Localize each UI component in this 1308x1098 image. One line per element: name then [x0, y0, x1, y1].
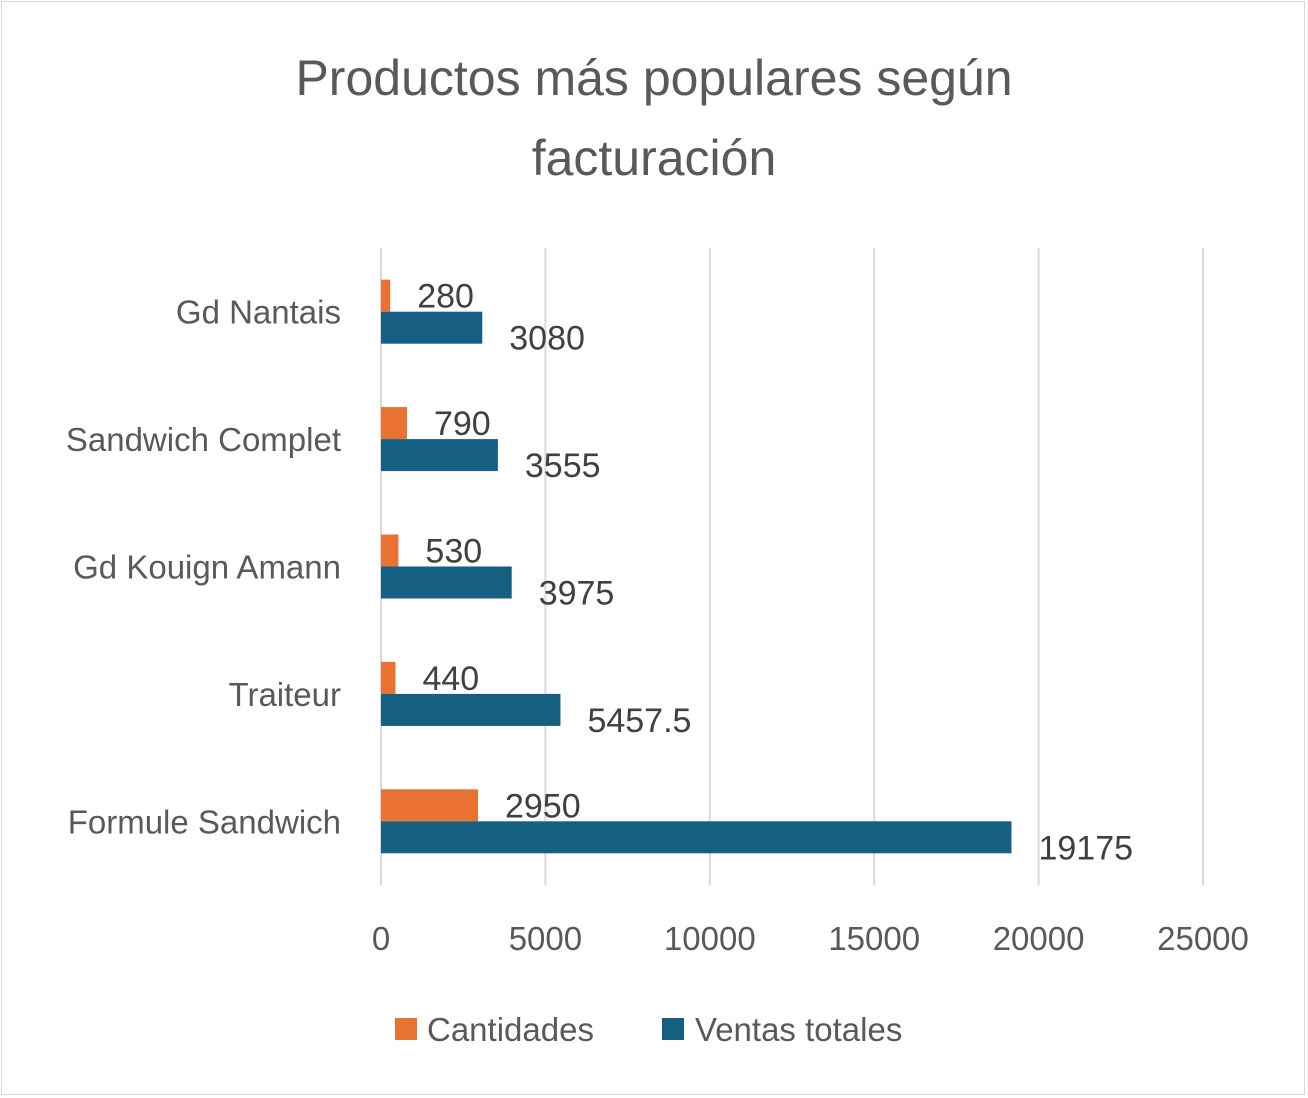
data-label-ventas-totales: 3555 [525, 447, 601, 485]
data-label-cantidades: 2950 [505, 787, 581, 825]
category-axis: Gd Nantais Sandwich Complet Gd Kouign Aman… [66, 294, 341, 841]
data-label-cantidades: 440 [422, 660, 479, 698]
bar-ventas-totales [381, 311, 483, 344]
bar-cantidades [381, 661, 396, 694]
bar-cantidades [381, 534, 399, 567]
category-label: Sandwich Complet [66, 421, 341, 458]
data-label-cantidades: 790 [434, 405, 491, 443]
bar-cantidades [381, 407, 407, 440]
data-label-cantidades: 280 [417, 278, 474, 316]
category-label: Gd Kouign Amann [73, 549, 341, 586]
bar-ventas-totales [381, 439, 498, 472]
chart-title-line-2: facturación [532, 130, 777, 186]
bar-ventas-totales [381, 566, 512, 599]
category-label: Gd Nantais [176, 294, 341, 331]
chart-title: Productos más populares según facturació… [295, 50, 1012, 186]
legend-label-ventas-totales: Ventas totales [695, 1011, 902, 1048]
x-tick-label-5000: 5000 [509, 920, 582, 957]
data-label-ventas-totales: 19175 [1038, 829, 1133, 867]
data-label-ventas-totales: 5457.5 [587, 702, 691, 740]
legend-swatch-ventas-totales [662, 1018, 684, 1040]
legend-label-cantidades: Cantidades [427, 1011, 594, 1048]
x-tick-label-10000: 10000 [664, 920, 756, 957]
legend-swatch-cantidades [395, 1018, 417, 1040]
x-tick-label-20000: 20000 [993, 920, 1085, 957]
value-axis: 0 5000 10000 15000 20000 25000 [372, 920, 1249, 957]
bar-ventas-totales [381, 693, 561, 726]
bar-cantidades [381, 789, 478, 822]
chart-title-line-1: Productos más populares según [295, 50, 1012, 106]
bars [381, 279, 1012, 854]
category-label: Formule Sandwich [68, 803, 341, 840]
bar-ventas-totales [381, 821, 1012, 854]
data-label-cantidades: 530 [425, 533, 482, 571]
x-tick-label-0: 0 [372, 920, 390, 957]
bar-cantidades [381, 279, 391, 312]
data-labels: 280 3080 790 3555 530 3975 440 5457.5 2950 19175 [417, 278, 1133, 868]
gridlines [380, 248, 1204, 885]
category-label: Traiteur [229, 676, 341, 713]
x-tick-label-15000: 15000 [828, 920, 920, 957]
x-tick-label-25000: 25000 [1157, 920, 1249, 957]
legend: Cantidades Ventas totales [395, 1011, 902, 1048]
data-label-ventas-totales: 3080 [509, 320, 585, 358]
data-label-ventas-totales: 3975 [539, 575, 615, 613]
